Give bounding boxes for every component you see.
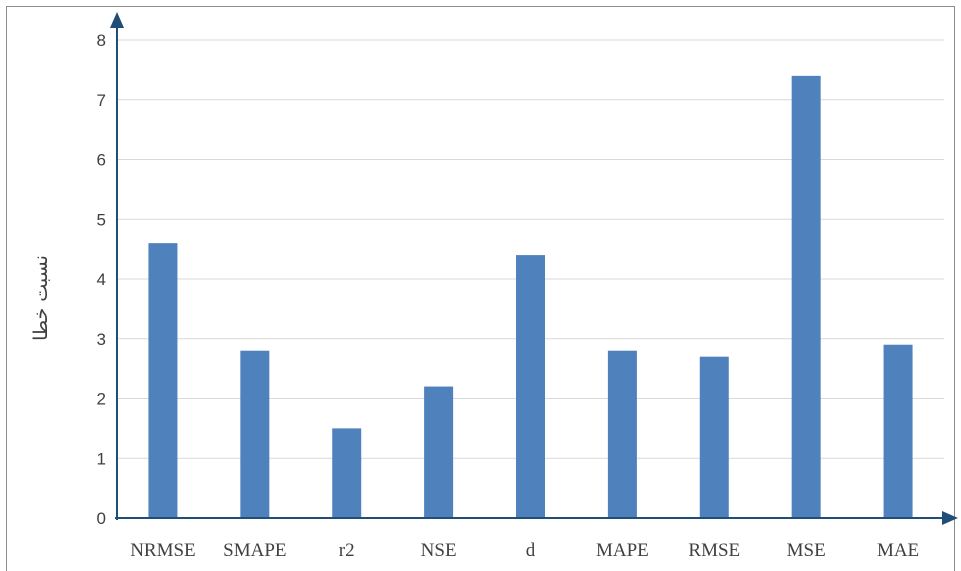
y-tick-label: 0 xyxy=(97,509,106,528)
y-tick-labels: 0 1 2 3 4 5 6 7 8 xyxy=(97,31,106,528)
category-label: MSE xyxy=(787,540,826,561)
y-tick-label: 5 xyxy=(97,210,106,229)
category-label: MAE xyxy=(877,540,919,561)
y-tick-label: 1 xyxy=(97,449,106,468)
bar-mape xyxy=(607,350,637,518)
bar-d xyxy=(516,255,545,518)
x-axis-arrow-icon xyxy=(942,511,958,525)
chart-frame xyxy=(6,6,955,571)
category-labels: NRMSE SMAPE r2 NSE d MAPE RMSE MSE MAE xyxy=(130,540,919,561)
bar-nrmse xyxy=(148,243,178,518)
category-label: r2 xyxy=(339,540,355,561)
category-label: MAPE xyxy=(596,540,649,561)
bar-rmse xyxy=(699,356,729,518)
y-tick-label: 3 xyxy=(97,330,106,349)
y-axis-label: نسبت خطا xyxy=(30,255,52,341)
y-tick-label: 4 xyxy=(97,270,106,289)
category-label: d xyxy=(526,540,536,561)
axes xyxy=(110,12,958,525)
bar-mse xyxy=(791,75,821,518)
y-axis-arrow-icon xyxy=(110,12,124,28)
bar-nse xyxy=(424,386,454,518)
bar-smape xyxy=(240,350,270,518)
bar-mae xyxy=(883,344,913,518)
y-tick-label: 6 xyxy=(97,151,106,170)
y-tick-label: 2 xyxy=(97,390,106,409)
bar-r2 xyxy=(332,428,362,518)
bars xyxy=(148,75,913,518)
category-label: NRMSE xyxy=(130,540,195,561)
y-tick-label: 7 xyxy=(97,91,106,110)
category-label: SMAPE xyxy=(223,540,286,561)
category-label: NSE xyxy=(421,540,457,561)
y-tick-label: 8 xyxy=(97,31,106,50)
category-label: RMSE xyxy=(688,540,740,561)
